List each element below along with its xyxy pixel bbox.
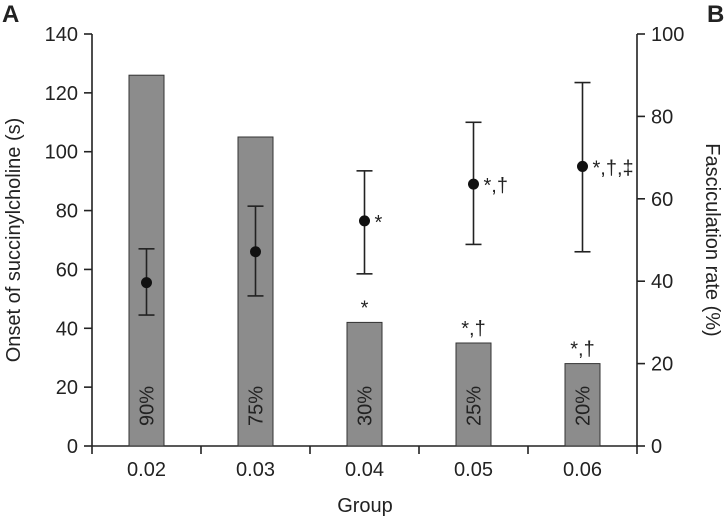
panel-label-left: A — [2, 1, 19, 28]
bar-annotation: *,† — [461, 318, 485, 340]
mean-point — [577, 160, 588, 172]
point-annotation: *,† — [484, 175, 508, 197]
y-right-tick-label: 40 — [651, 271, 673, 293]
y-axis-title-left: Onset of succinylcholine (s) — [3, 118, 25, 363]
y-left-tick-label: 100 — [45, 142, 78, 164]
x-tick-label: 0.04 — [345, 459, 384, 481]
x-axis-title: Group — [337, 495, 393, 517]
bar-label: 90% — [137, 386, 159, 426]
bar-label: 75% — [246, 386, 268, 426]
y-left-tick-label: 140 — [45, 24, 78, 46]
y-right-tick-label: 100 — [651, 24, 684, 46]
bar-label: 20% — [573, 386, 595, 426]
mean-point — [250, 246, 261, 258]
y-left-tick-label: 60 — [56, 259, 78, 281]
y-right-tick-label: 60 — [651, 189, 673, 211]
mean-point — [359, 215, 370, 227]
y-left-tick-label: 0 — [67, 436, 78, 458]
mean-point — [141, 277, 152, 289]
bar-annotation: *,† — [570, 339, 594, 361]
bar-label: 25% — [464, 386, 486, 426]
bar-label: 30% — [355, 386, 377, 426]
mean-point — [468, 178, 479, 190]
bar-annotation: * — [361, 297, 369, 319]
x-tick-label: 0.03 — [236, 459, 275, 481]
point-annotation: *,†,‡ — [593, 157, 634, 179]
x-tick-label: 0.02 — [127, 459, 166, 481]
x-tick-label: 0.05 — [454, 459, 493, 481]
panel-label-right: B — [707, 1, 724, 28]
y-left-tick-label: 20 — [56, 377, 78, 399]
bar — [455, 342, 492, 447]
y-left-tick-label: 120 — [45, 83, 78, 105]
y-right-tick-label: 80 — [651, 106, 673, 128]
y-left-tick-label: 80 — [56, 201, 78, 223]
point-annotation: * — [375, 212, 383, 234]
bar — [346, 321, 383, 447]
y-right-tick-label: 0 — [651, 436, 662, 458]
plot-area: 0 20 40 60 80 100 120 140 0 20 40 60 80 100 0.02 0.03 0.… — [45, 24, 685, 481]
y-right-tick-label: 20 — [651, 354, 673, 376]
x-tick-label: 0.06 — [563, 459, 602, 481]
y-left-tick-label: 40 — [56, 318, 78, 340]
bar — [564, 363, 601, 447]
y-axis-title-right: Fasciculation rate (%) — [701, 143, 723, 336]
